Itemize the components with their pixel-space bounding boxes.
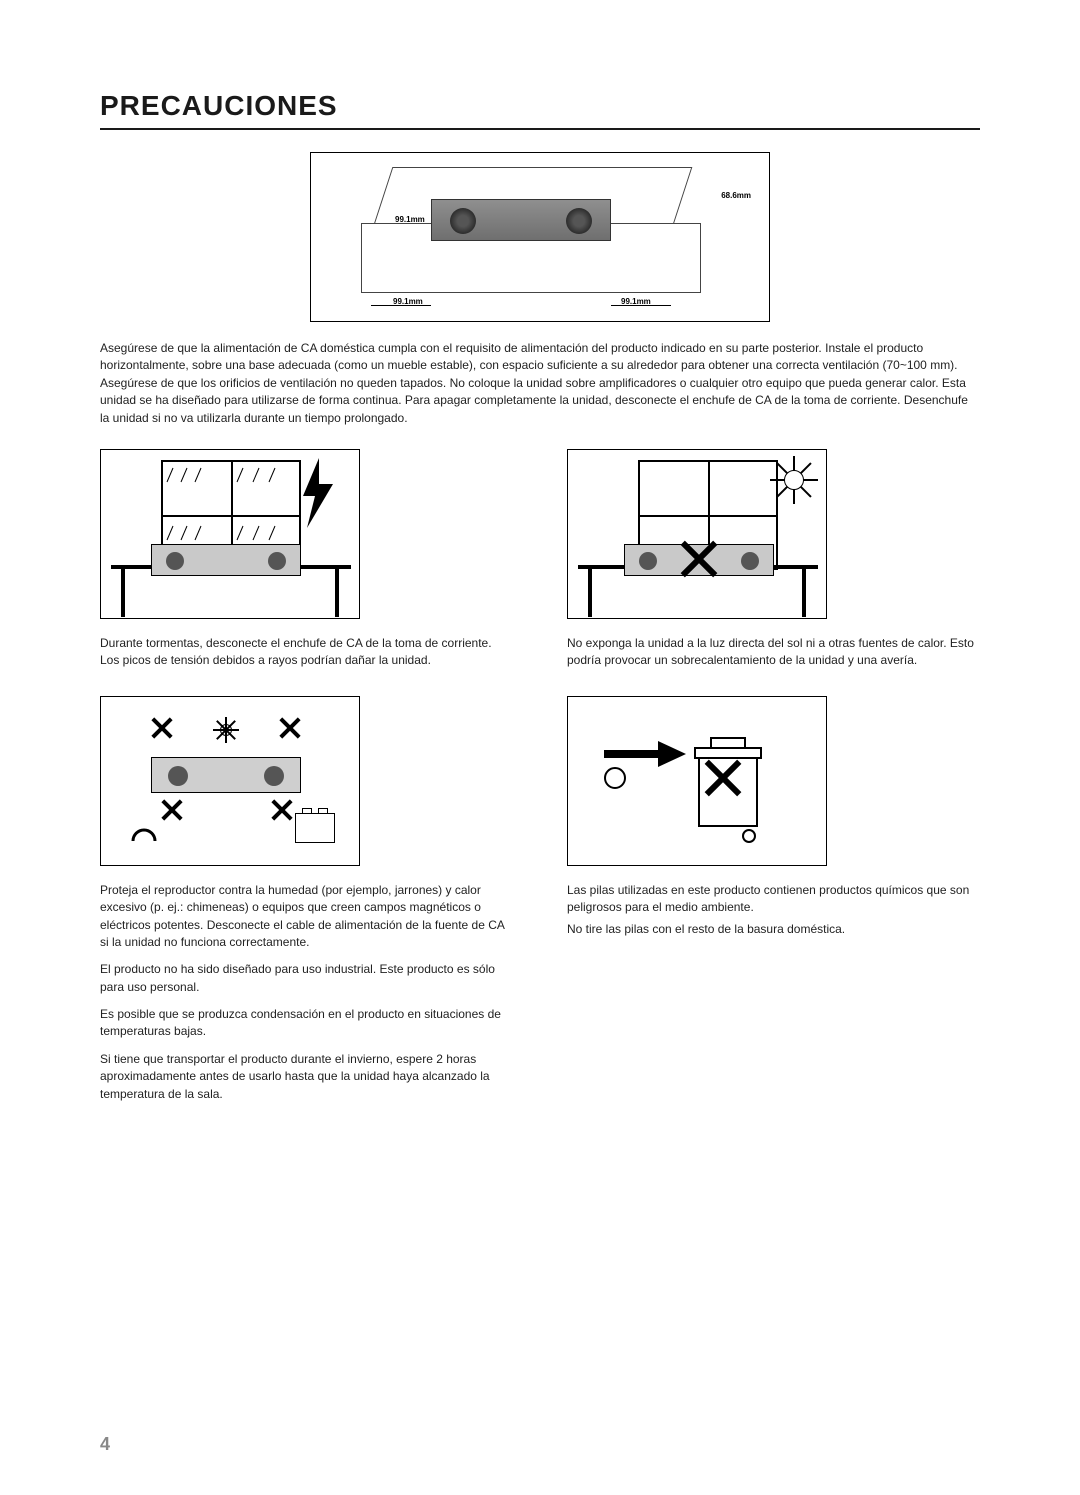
- hazards-caption-3: Es posible que se produzca condensación …: [100, 1006, 513, 1041]
- prohibit-icon: [149, 715, 175, 741]
- storm-caption: Durante tormentas, desconecte el enchufe…: [100, 635, 513, 670]
- speaker-icon: [166, 552, 184, 570]
- battery-caption-2: No tire las pilas con el resto de la bas…: [567, 921, 980, 938]
- left-column: Durante tormentas, desconecte el enchufe…: [100, 449, 513, 1129]
- hazards-caption-2: El producto no ha sido diseñado para uso…: [100, 961, 513, 996]
- sunlight-caption: No exponga la unidad a la luz directa de…: [567, 635, 980, 670]
- intro-paragraph: Asegúrese de que la alimentación de CA d…: [100, 340, 980, 427]
- prohibit-icon: [269, 797, 295, 823]
- dim-arrow-icon: [611, 305, 671, 306]
- speaker-icon: [741, 552, 759, 570]
- battery-caption-1: Las pilas utilizadas en este producto co…: [567, 882, 980, 917]
- storm-figure: [100, 449, 360, 619]
- sun-icon: [770, 456, 818, 504]
- table-leg-icon: [588, 569, 592, 617]
- page-title: PRECAUCIONES: [100, 90, 980, 130]
- speaker-icon: [264, 766, 284, 786]
- speaker-right-icon: [566, 208, 592, 234]
- toaster-icon: [295, 813, 335, 843]
- prohibit-icon: [700, 755, 746, 801]
- prohibit-icon: [277, 715, 303, 741]
- table-leg-icon: [121, 569, 125, 617]
- arrow-icon: [598, 739, 688, 774]
- right-column: No exponga la unidad a la luz directa de…: [567, 449, 980, 1129]
- speaker-icon: [639, 552, 657, 570]
- soundbar-illustration: [431, 199, 611, 241]
- sun-small-icon: [213, 717, 239, 743]
- hazards-figure: [100, 696, 360, 866]
- page-number: 4: [100, 1434, 110, 1455]
- hazards-caption-4: Si tiene que transportar el producto dur…: [100, 1051, 513, 1103]
- dim-top-label: 68.6mm: [721, 191, 751, 200]
- lightning-icon: [297, 458, 337, 528]
- prohibit-icon: [159, 797, 185, 823]
- speaker-left-icon: [450, 208, 476, 234]
- table-leg-icon: [335, 569, 339, 617]
- manual-page: PRECAUCIONES 68.6mm 99.1mm 99.1mm 99.1mm…: [0, 0, 1080, 1495]
- sunlight-figure: [567, 449, 827, 619]
- clearance-figure: 68.6mm 99.1mm 99.1mm 99.1mm: [310, 152, 770, 322]
- dim-arrow-icon: [371, 305, 431, 306]
- soundbar-small-icon: [151, 757, 301, 793]
- dim-side-label: 99.1mm: [395, 215, 425, 224]
- hazards-caption-1: Proteja el reproductor contra la humedad…: [100, 882, 513, 952]
- two-column-layout: Durante tormentas, desconecte el enchufe…: [100, 449, 980, 1129]
- speaker-icon: [168, 766, 188, 786]
- prohibit-icon: [676, 536, 722, 582]
- magnet-icon: [129, 821, 159, 845]
- battery-dispose-figure: [567, 696, 827, 866]
- soundbar-small-icon: [151, 544, 301, 576]
- table-leg-icon: [802, 569, 806, 617]
- speaker-icon: [268, 552, 286, 570]
